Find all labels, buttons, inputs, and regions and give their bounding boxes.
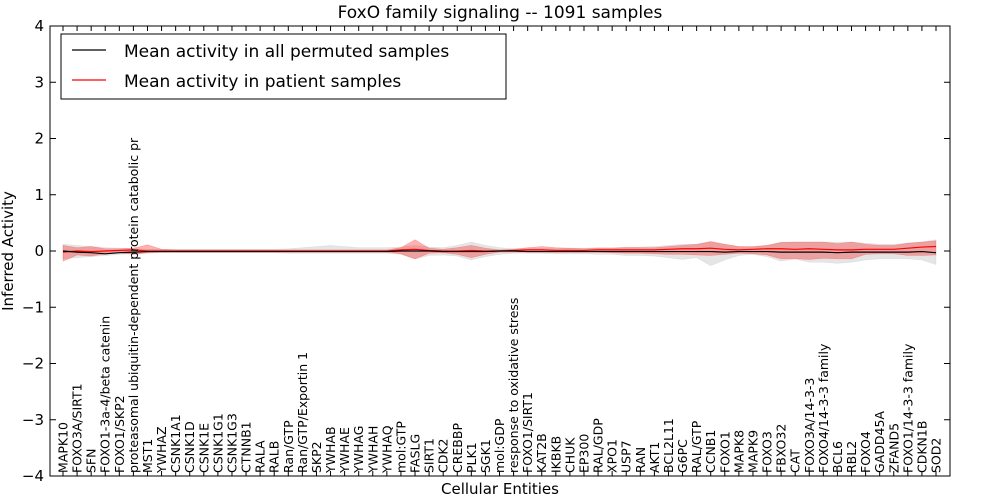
y-axis-label: Inferred Activity	[0, 191, 17, 311]
x-tick-label: RAN	[633, 447, 648, 473]
chart-title: FoxO family signaling -- 1091 samples	[338, 3, 663, 23]
x-tick-label: CCNB1	[703, 430, 718, 473]
x-tick-label: CSNK1G3	[224, 413, 239, 473]
x-tick-label: USP7	[619, 440, 634, 473]
lines-layer	[62, 245, 937, 255]
x-tick-label: SOD2	[929, 438, 944, 473]
x-tick-label: RAL/GDP	[591, 418, 606, 473]
y-tick-label: −2	[22, 355, 44, 373]
x-tick-label: SIRT1	[422, 438, 437, 473]
x-tick-label: CSNK1E	[196, 423, 211, 473]
x-tick-label: MAPK9	[745, 430, 760, 473]
x-tick-label: BCL6	[830, 441, 845, 473]
y-tick-label: 3	[34, 73, 44, 91]
x-tick-label: FOXO1	[717, 431, 732, 473]
legend-box	[60, 33, 507, 100]
x-tick-label: YWHAE	[337, 427, 352, 474]
legend: Mean activity in all permuted samples Me…	[60, 33, 507, 100]
x-tick-label: FOXO1/SIRT1	[520, 392, 535, 473]
x-tick-label: G6PC	[675, 439, 690, 473]
x-axis-label: Cellular Entities	[441, 480, 559, 498]
x-tick-label: CSNK1A1	[168, 414, 183, 473]
y-tick-label: 4	[34, 17, 44, 35]
x-tick-label: RAL/GTP	[689, 420, 704, 473]
x-tick-label: FASLG	[408, 434, 423, 473]
x-tick-label: YWHAH	[365, 426, 380, 474]
x-tick-label: CTNNB1	[239, 421, 254, 473]
x-tick-label: GADD45A	[872, 411, 887, 473]
x-tick-label: SFN	[84, 449, 99, 473]
x-tick-label: SKP2	[309, 441, 324, 473]
x-tick-label: RBL2	[844, 441, 859, 473]
x-tick-label: AKT1	[647, 442, 662, 473]
x-tick-label: FOXO1-3a-4/beta catenin	[98, 316, 113, 473]
x-tick-label: EP300	[576, 434, 591, 473]
x-tick-label: IKBKB	[548, 436, 563, 473]
x-tick-label: RALA	[253, 440, 268, 473]
x-tick-label: MAPK10	[56, 422, 71, 473]
y-tick-label: 1	[34, 186, 44, 204]
y-tick-label: −4	[22, 467, 44, 485]
x-tick-label: BCL2L11	[661, 418, 676, 473]
x-tick-label: Ran/GTP/Exportin 1	[295, 352, 310, 473]
x-tick-label: mol:GDP	[492, 418, 507, 473]
band-permuted	[62, 239, 937, 266]
x-tick-label: CDKN1B	[914, 421, 929, 473]
x-tick-label: proteasomal ubiquitin-dependent protein …	[126, 137, 141, 473]
x-tick-label: YWHAB	[323, 426, 338, 474]
x-tick-label: FBXO32	[774, 424, 789, 473]
x-tick-label: FOXO3A/14-3-3	[802, 378, 817, 473]
x-tick-label: FOXO3	[760, 431, 775, 473]
x-tick-label: SGK1	[478, 439, 493, 473]
x-tick-label: CSNK1D	[182, 421, 197, 473]
x-tick-label: MAPK8	[731, 430, 746, 473]
x-tick-label: FOXO1/14-3-3 family	[900, 343, 915, 473]
x-tick-label: FOXO1/SKP2	[112, 395, 127, 473]
x-tick-label: CAT	[788, 449, 803, 473]
x-tick-label: YWHAG	[351, 426, 366, 474]
x-axis: MAPK10 FOXO3A/SIRT1 SFN FOXO1-3a-4/beta cat…	[56, 26, 944, 476]
x-tick-label: CREBBP	[450, 423, 465, 473]
x-tick-label: RALB	[267, 441, 282, 473]
x-tick-label: CDK2	[436, 438, 451, 473]
legend-label-permuted: Mean activity in all permuted samples	[124, 42, 449, 62]
y-tick-label: −3	[22, 411, 44, 429]
x-tick-label: FOXO4	[858, 431, 873, 473]
x-tick-label: CSNK1G1	[210, 413, 225, 473]
x-tick-label: FOXO3A/SIRT1	[70, 383, 85, 473]
x-tick-label: mol:GTP	[393, 421, 408, 473]
x-tick-label: YWHAQ	[379, 425, 394, 474]
x-tick-label: Ran/GTP	[281, 420, 296, 473]
legend-label-patient: Mean activity in patient samples	[124, 72, 401, 92]
x-tick-label: MST1	[140, 439, 155, 473]
x-tick-label: FOXO4/14-3-3 family	[816, 343, 831, 473]
x-tick-label: CHUK	[562, 437, 577, 473]
y-tick-label: 2	[34, 130, 44, 148]
y-axis: −4 −3 −2 −1 0 1 2 3 4	[22, 17, 950, 485]
y-tick-label: −1	[22, 298, 44, 316]
x-tick-label: ZFAND5	[886, 423, 901, 473]
y-tick-label: 0	[34, 242, 44, 260]
x-tick-label: KAT2B	[534, 433, 549, 473]
x-tick-label: YWHAZ	[154, 426, 169, 474]
x-tick-label: PLK1	[464, 442, 479, 473]
line-permuted	[62, 250, 937, 255]
x-tick-label: response to oxidative stress	[506, 298, 521, 473]
x-tick-label: XPO1	[605, 439, 620, 473]
